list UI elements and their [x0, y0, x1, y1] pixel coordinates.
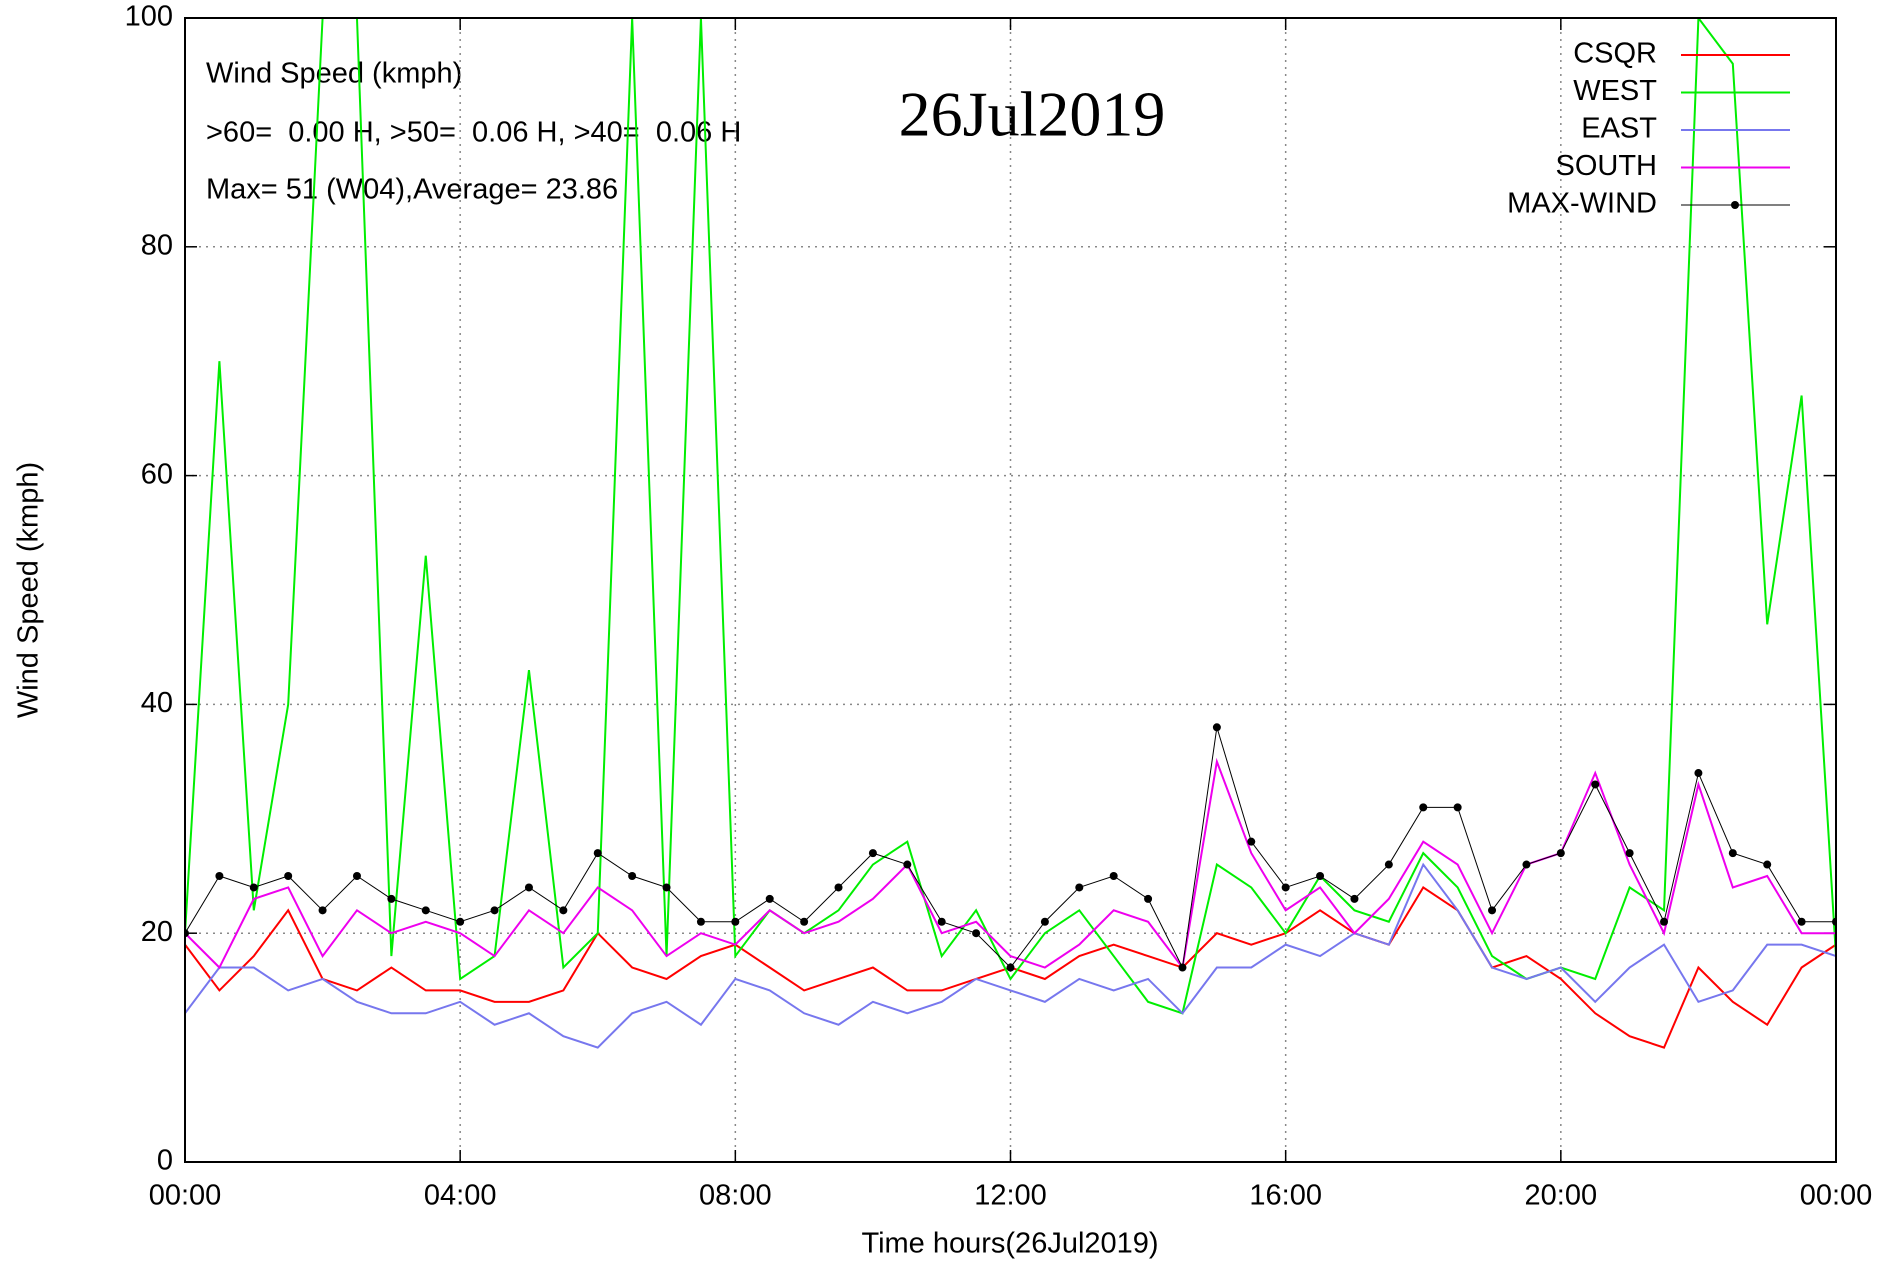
x-tick-label: 04:00	[424, 1180, 497, 1212]
x-tick-label: 20:00	[1525, 1180, 1598, 1212]
plot-border	[184, 17, 1837, 1163]
data-point	[972, 929, 981, 938]
data-point	[937, 917, 946, 926]
plot-area	[185, 18, 1836, 1049]
data-point	[834, 883, 843, 892]
data-point	[1694, 769, 1703, 778]
x-tick-label: 16:00	[1249, 1180, 1322, 1212]
data-point	[524, 883, 533, 892]
data-point	[1384, 860, 1393, 869]
data-point	[456, 917, 465, 926]
annotation: Wind Speed (kmph)	[206, 58, 462, 90]
data-point	[903, 860, 912, 869]
data-point	[1212, 723, 1221, 732]
y-tick-label: 60	[141, 458, 173, 490]
legend-label: EAST	[1581, 113, 1657, 145]
data-point	[387, 894, 396, 903]
chart-title: 26Jul2019	[899, 79, 1166, 150]
y-tick-label: 80	[141, 229, 173, 261]
legend-marker	[1731, 201, 1739, 209]
data-point	[1281, 883, 1290, 892]
data-point	[1797, 917, 1806, 926]
data-point	[318, 906, 327, 915]
y-tick-label: 40	[141, 687, 173, 719]
data-point	[1109, 872, 1118, 880]
data-point	[215, 872, 224, 880]
data-point	[868, 849, 877, 858]
data-point	[800, 917, 809, 926]
data-point	[662, 883, 671, 892]
legend-label: WEST	[1573, 75, 1657, 107]
y-tick-label: 20	[141, 916, 173, 948]
data-point	[1763, 860, 1772, 869]
data-point	[1419, 803, 1428, 812]
data-point	[1453, 803, 1462, 812]
data-point	[1247, 837, 1256, 846]
data-point	[249, 883, 258, 892]
data-point	[1040, 917, 1049, 926]
data-point	[1006, 963, 1015, 972]
data-point	[559, 906, 568, 915]
data-point	[628, 872, 637, 880]
data-point	[490, 906, 499, 915]
data-point	[284, 872, 293, 880]
data-point	[696, 917, 705, 926]
legend-label: SOUTH	[1556, 150, 1658, 182]
data-point	[1728, 849, 1737, 858]
x-tick-label: 00:00	[1800, 1180, 1873, 1212]
data-point	[1144, 894, 1153, 903]
y-tick-label: 0	[157, 1145, 173, 1177]
data-point	[765, 894, 774, 903]
y-axis-label: Wind Speed (kmph)	[13, 462, 45, 718]
data-point	[421, 906, 430, 915]
data-point	[1660, 917, 1669, 926]
x-tick-label: 00:00	[149, 1180, 222, 1212]
legend-label: CSQR	[1573, 38, 1657, 70]
data-point	[1591, 780, 1600, 789]
y-tick-label: 100	[125, 1, 173, 33]
x-tick-label: 12:00	[974, 1180, 1047, 1212]
annotation: Max= 51 (W04),Average= 23.86	[206, 174, 618, 206]
series-line	[185, 727, 1836, 970]
data-point	[1350, 894, 1359, 903]
legend-label: MAX-WIND	[1507, 188, 1657, 220]
data-point	[1488, 906, 1497, 915]
annotation: >60= 0.00 H, >50= 0.06 H, >40= 0.06 H	[206, 117, 741, 149]
series-line	[185, 862, 1836, 1049]
data-point	[1556, 849, 1565, 858]
x-axis-label: Time hours(26Jul2019)	[861, 1228, 1158, 1260]
data-point	[352, 872, 361, 880]
data-point	[1522, 860, 1531, 869]
data-point	[593, 849, 602, 858]
data-point	[1075, 883, 1084, 892]
data-point	[1178, 963, 1187, 972]
data-point	[1316, 872, 1325, 880]
data-point	[1625, 849, 1634, 858]
x-tick-label: 08:00	[699, 1180, 772, 1212]
data-point	[731, 917, 740, 926]
